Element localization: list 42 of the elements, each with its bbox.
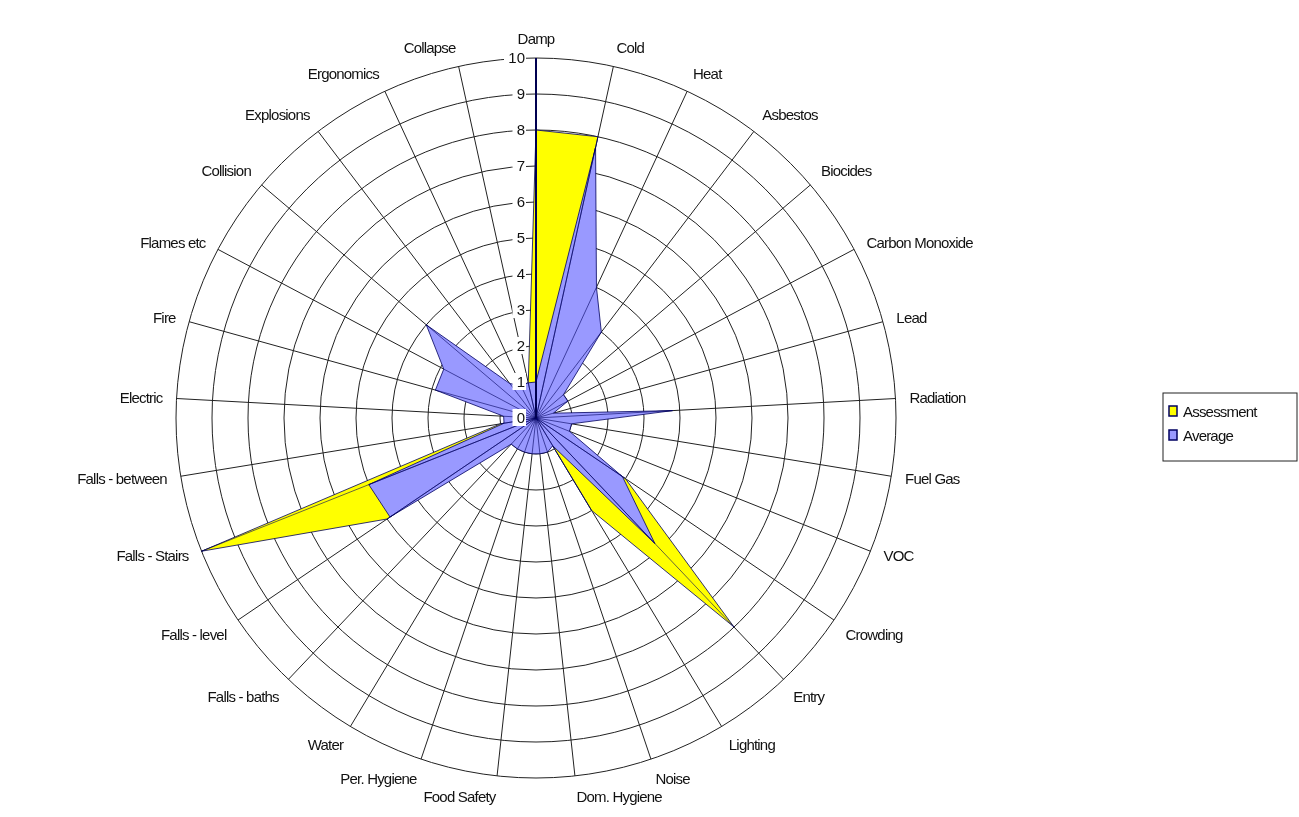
spoke-label: Falls - Stairs xyxy=(116,547,189,565)
spoke-label: Explosions xyxy=(245,106,310,124)
y-tick-label: 2 xyxy=(516,337,525,354)
spoke-label: Per. Hygiene xyxy=(340,770,418,788)
y-tick-label: 9 xyxy=(516,85,525,102)
spoke-label: Ergonomics xyxy=(307,64,380,82)
spoke-label: Electric xyxy=(119,388,164,406)
y-tick-label: 4 xyxy=(516,265,525,282)
spoke-label: Falls - baths xyxy=(207,687,280,705)
spoke-label: Falls - between xyxy=(77,469,168,487)
y-tick-label: 0 xyxy=(516,409,525,426)
y-tick-label: 5 xyxy=(516,229,525,246)
spoke-label: Falls - level xyxy=(160,625,227,643)
spoke-label: Food Safety xyxy=(423,787,497,805)
spoke-label: Water xyxy=(307,736,344,754)
spoke-label: Crowding xyxy=(845,625,903,643)
spoke-label: Lead xyxy=(896,308,927,326)
spoke-label: Lighting xyxy=(728,736,776,754)
spoke-label: Radiation xyxy=(909,388,967,406)
legend-label: Average xyxy=(1183,427,1234,444)
spoke-label: Flames etc xyxy=(140,233,207,251)
spoke-label: Noise xyxy=(655,770,691,788)
spoke-label: Cold xyxy=(616,38,645,56)
y-tick-label: 10 xyxy=(508,49,525,66)
y-tick-label: 3 xyxy=(516,301,525,318)
spoke-label: Collapse xyxy=(403,38,457,56)
spoke-label: Carbon Monoxide xyxy=(866,233,974,251)
spoke-label: Asbestos xyxy=(762,106,818,124)
spoke-label: Damp xyxy=(517,30,555,47)
spoke-label: Fuel Gas xyxy=(905,469,960,487)
y-tick-label: 7 xyxy=(516,157,525,174)
spoke-label: Biocides xyxy=(821,161,872,179)
legend-label: Assessment xyxy=(1183,403,1259,420)
spoke-label: Fire xyxy=(152,308,177,326)
spoke-label: Dom. Hygiene xyxy=(576,787,663,805)
spoke-label: Collision xyxy=(201,161,252,179)
spoke-label: VOC xyxy=(883,547,915,565)
y-tick-label: 8 xyxy=(516,121,525,138)
spoke-label: Entry xyxy=(793,687,826,705)
y-tick-label: 1 xyxy=(516,373,525,390)
spoke-label: Heat xyxy=(693,64,724,82)
y-tick-label: 6 xyxy=(516,193,525,210)
